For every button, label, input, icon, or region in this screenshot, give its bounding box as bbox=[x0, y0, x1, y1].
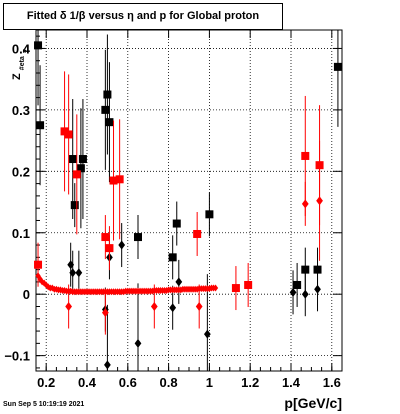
data-point-square bbox=[115, 175, 124, 184]
data-point-square bbox=[205, 210, 214, 219]
data-point-diamond bbox=[169, 303, 177, 313]
y-tick-label: 0.4 bbox=[12, 41, 31, 56]
y-axis-label-sub: #eta bbox=[19, 56, 26, 70]
data-point-diamond bbox=[65, 301, 73, 311]
data-point-diamond bbox=[101, 308, 109, 318]
data-marks bbox=[34, 30, 342, 371]
data-point-square bbox=[60, 127, 69, 136]
data-point-square bbox=[34, 260, 43, 269]
data-point-diamond bbox=[212, 284, 219, 292]
data-point-square bbox=[172, 219, 181, 228]
data-point-diamond bbox=[134, 338, 142, 348]
data-point-square bbox=[193, 229, 202, 238]
data-point-square bbox=[103, 90, 112, 99]
x-tick-label: 1.2 bbox=[241, 375, 259, 390]
data-point-diamond bbox=[314, 284, 321, 294]
data-point-square bbox=[34, 41, 43, 50]
data-point-square bbox=[101, 233, 110, 242]
data-point-diamond bbox=[104, 360, 111, 370]
data-point-diamond bbox=[301, 289, 309, 299]
data-point-diamond bbox=[301, 199, 309, 209]
y-tick-label: 0 bbox=[23, 287, 30, 302]
y-tick-label: −0.1 bbox=[4, 349, 30, 364]
chart-title: Fitted δ 1/β versus η and p for Global p… bbox=[3, 3, 283, 30]
y-tick-label: 0.2 bbox=[12, 164, 30, 179]
y-axis-label-main: Z bbox=[11, 73, 23, 80]
svg-text:Z #eta π: Z #eta π bbox=[11, 49, 28, 80]
x-tick-label: 0.8 bbox=[160, 375, 178, 390]
data-point-square bbox=[36, 121, 45, 130]
x-tick-label: 1.4 bbox=[282, 375, 301, 390]
data-point-square bbox=[78, 155, 87, 164]
data-point-square bbox=[231, 284, 240, 293]
data-point-square bbox=[333, 62, 342, 71]
data-point-square bbox=[105, 118, 114, 127]
data-point-diamond bbox=[69, 268, 77, 278]
data-point-diamond bbox=[316, 196, 323, 206]
data-point-diamond bbox=[118, 240, 126, 250]
data-point-diamond bbox=[203, 329, 211, 339]
x-tick-label: 0.4 bbox=[78, 375, 97, 390]
data-point-square bbox=[168, 253, 177, 262]
x-tick-label: 1 bbox=[206, 375, 213, 390]
axes: 0.2 0.4 0.6 0.8 1 1.2 1.4 1.6 −0.1 0 0.1 0.2 0.3 0.4 bbox=[4, 30, 342, 390]
data-point-square bbox=[301, 265, 310, 274]
x-tick-label: 0.6 bbox=[119, 375, 137, 390]
y-tick-label: 0.1 bbox=[12, 226, 30, 241]
data-point-square bbox=[244, 280, 253, 289]
x-axis-label: p[GeV/c] bbox=[284, 395, 342, 411]
data-point-square bbox=[109, 176, 118, 185]
data-point-square bbox=[70, 201, 79, 210]
x-tick-label: 1.6 bbox=[323, 375, 341, 390]
data-point-square bbox=[301, 151, 310, 160]
data-point-square bbox=[105, 244, 114, 253]
y-axis-label: Z #eta π bbox=[3, 38, 29, 92]
data-point-square bbox=[64, 130, 73, 139]
x-tick-label: 0.2 bbox=[37, 375, 55, 390]
data-point-diamond bbox=[195, 301, 203, 311]
data-point-square bbox=[72, 170, 81, 179]
data-point-square bbox=[293, 280, 302, 289]
y-tick-label: 0.3 bbox=[12, 103, 30, 118]
timestamp: Sun Sep 5 10:19:19 2021 bbox=[3, 401, 85, 408]
plot-frame bbox=[35, 29, 343, 372]
data-point-diamond bbox=[150, 301, 158, 311]
data-point-square bbox=[101, 105, 110, 114]
data-point-square bbox=[76, 164, 85, 173]
data-point-diamond bbox=[75, 268, 83, 278]
data-point-square bbox=[68, 155, 77, 164]
data-point-square bbox=[134, 233, 142, 242]
y-axis-label-subsub: π bbox=[22, 49, 28, 53]
data-point-diamond bbox=[289, 287, 297, 297]
data-point-diamond bbox=[175, 277, 183, 287]
